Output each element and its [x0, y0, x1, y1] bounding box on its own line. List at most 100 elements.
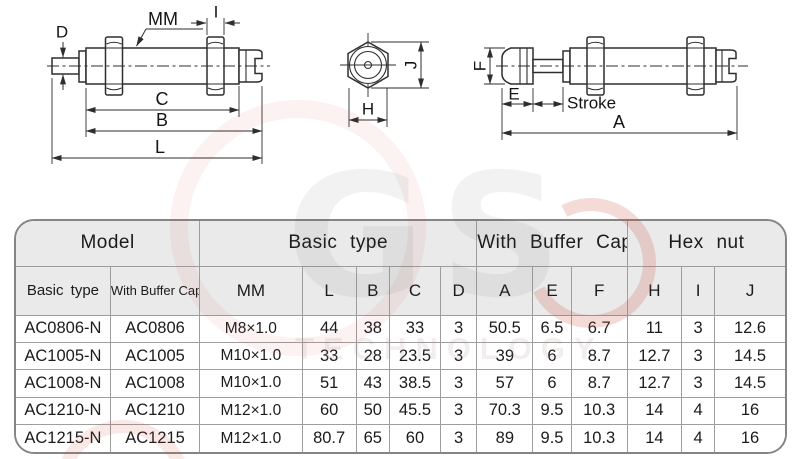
value-cell: 3 [440, 424, 477, 452]
group-header-with-buffer-cap: With Buffer Cap [476, 221, 628, 266]
value-cell: 4 [680, 424, 715, 452]
column-header-i: I [680, 265, 715, 315]
value-cell: 23.5 [388, 341, 441, 370]
model-cell: AC1005 [109, 341, 200, 370]
value-cell: 11 [626, 314, 682, 343]
dim-j: J [371, 41, 429, 89]
value-cell: 14.5 [714, 341, 785, 370]
value-cell: 38.5 [388, 369, 441, 398]
model-cell: AC1210 [109, 396, 200, 425]
spec-table-body: AC0806-N AC0806 M8×1.0 44 38 33 3 50.5 6.5 6.7 11 3… [16, 314, 785, 452]
column-header-row: Basic type With Buffer Cap MM L B C D A … [16, 265, 785, 315]
value-cell: 14 [626, 396, 682, 425]
value-cell: 33 [301, 341, 357, 370]
dim-label-l: L [155, 137, 165, 157]
value-cell: 6 [532, 341, 572, 370]
model-cell: AC1005-N [16, 341, 111, 370]
table-row: AC1008-N AC1008 M10×1.0 51 43 38.5 3 57 6 8.7 12.7… [16, 369, 785, 398]
dim-label-b: B [156, 110, 168, 130]
value-cell: M8×1.0 [199, 314, 303, 343]
value-cell: 3 [680, 341, 715, 370]
dim-label-e: E [508, 85, 519, 104]
model-cell: AC1008-N [16, 369, 111, 398]
dim-d: D [54, 23, 72, 90]
value-cell: 65 [355, 424, 390, 452]
model-cell: AC0806 [109, 314, 200, 343]
model-cell: AC1215 [109, 424, 200, 452]
value-cell: 3 [440, 396, 477, 425]
dim-label-d: D [56, 23, 68, 42]
dim-label-mm: MM [148, 9, 178, 29]
spec-table-wrap: Model Basic type With Buffer Cap Hex nut… [14, 219, 787, 454]
value-cell: M10×1.0 [199, 369, 303, 398]
group-header-hex-nut: Hex nut [626, 221, 785, 266]
value-cell: 3 [440, 314, 477, 343]
column-header-basic-type: Basic type [16, 265, 111, 315]
value-cell: 80.7 [301, 424, 357, 452]
column-header-a: A [476, 265, 533, 315]
value-cell: 39 [476, 341, 533, 370]
value-cell: 60 [301, 396, 357, 425]
value-cell: M12×1.0 [199, 424, 303, 452]
model-cell: AC1215-N [16, 424, 111, 452]
value-cell: 8.7 [570, 341, 628, 370]
value-cell: 9.5 [532, 396, 572, 425]
value-cell: 10.3 [570, 396, 628, 425]
value-cell: 14.5 [714, 369, 785, 398]
dim-stroke: Stroke [532, 87, 616, 113]
value-cell: 28 [355, 341, 390, 370]
dim-label-h: H [362, 100, 374, 119]
value-cell: 44 [301, 314, 357, 343]
dim-f: F [471, 47, 505, 85]
model-cell: AC0806-N [16, 314, 111, 343]
column-header-j: J [714, 265, 785, 315]
spec-table: Model Basic type With Buffer Cap Hex nut… [16, 221, 785, 452]
value-cell: 9.5 [532, 424, 572, 452]
hex-nut-side-1 [104, 36, 124, 96]
value-cell: 57 [476, 369, 533, 398]
column-header-c: C [388, 265, 441, 315]
value-cell: 4 [680, 396, 715, 425]
column-header-e: E [532, 265, 572, 315]
column-header-f: F [570, 265, 628, 315]
value-cell: 50 [355, 396, 390, 425]
table-row: AC0806-N AC0806 M8×1.0 44 38 33 3 50.5 6.5 6.7 11 3… [16, 314, 785, 343]
value-cell: 43 [355, 369, 390, 398]
group-header-basic-type: Basic type [199, 221, 477, 266]
dim-l: L [51, 78, 263, 164]
value-cell: 89 [476, 424, 533, 452]
value-cell: 3 [680, 314, 715, 343]
value-cell: 6.7 [570, 314, 628, 343]
hex-nut-drawing: J H [340, 33, 429, 127]
group-header-model: Model [16, 221, 200, 266]
dim-label-f: F [471, 61, 490, 71]
value-cell: 16 [714, 396, 785, 425]
value-cell: 12.7 [626, 369, 682, 398]
table-row: AC1210-N AC1210 M12×1.0 60 50 45.5 3 70.3 9.5 10.… [16, 396, 785, 425]
column-header-l: L [301, 265, 357, 315]
column-header-d: D [440, 265, 477, 315]
value-cell: 3 [440, 341, 477, 370]
column-header-mm: MM [199, 265, 303, 315]
table-row: AC1215-N AC1215 M12×1.0 80.7 65 60 3 89 9.5 10.3 1… [16, 424, 785, 452]
value-cell: 38 [355, 314, 390, 343]
buffer-cap [501, 47, 534, 85]
value-cell: 3 [440, 369, 477, 398]
value-cell: 60 [388, 424, 441, 452]
dim-a: A [501, 86, 738, 140]
dim-i: I [191, 3, 240, 35]
column-header-b: B [355, 265, 390, 315]
dim-label-j: J [402, 61, 421, 70]
value-cell: 51 [301, 369, 357, 398]
value-cell: 12.7 [626, 341, 682, 370]
dim-c: C [85, 86, 240, 137]
model-cell: AC1210-N [16, 396, 111, 425]
column-header-with-buffer-cap: With Buffer Cap [109, 265, 200, 315]
dim-h: H [348, 88, 388, 127]
value-cell: 16 [714, 424, 785, 452]
dim-b: B [85, 86, 263, 164]
value-cell: M10×1.0 [199, 341, 303, 370]
buffer-cap-drawing: F E Stroke A [471, 36, 748, 140]
dim-label-i: I [214, 3, 219, 22]
